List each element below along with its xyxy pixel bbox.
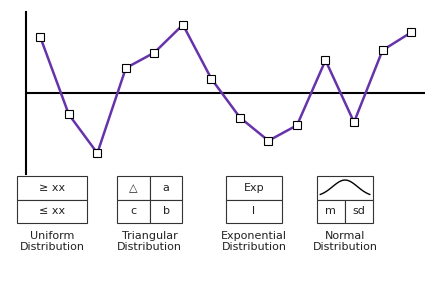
- Bar: [117, 200, 150, 223]
- Text: b: b: [162, 206, 170, 216]
- Bar: [226, 176, 282, 200]
- Text: Uniform
Distribution: Uniform Distribution: [20, 231, 85, 252]
- Bar: [317, 176, 373, 200]
- Text: Normal
Distribution: Normal Distribution: [312, 231, 378, 252]
- Text: a: a: [163, 183, 169, 193]
- Text: sd: sd: [353, 206, 365, 216]
- Text: Exp: Exp: [243, 183, 264, 193]
- Bar: [345, 200, 373, 223]
- Text: m: m: [326, 206, 336, 216]
- Text: Exponential
Distribution: Exponential Distribution: [221, 231, 287, 252]
- Text: l: l: [252, 206, 256, 216]
- Text: △: △: [129, 183, 138, 193]
- Bar: [150, 176, 182, 200]
- Bar: [226, 200, 282, 223]
- Bar: [317, 200, 345, 223]
- Text: c: c: [130, 206, 137, 216]
- Bar: [17, 200, 87, 223]
- Text: ≥ xx: ≥ xx: [39, 183, 65, 193]
- Text: ≤ xx: ≤ xx: [39, 206, 65, 216]
- Text: Triangular
Distribution: Triangular Distribution: [117, 231, 182, 252]
- Bar: [117, 176, 150, 200]
- Bar: [17, 176, 87, 200]
- Bar: [150, 200, 182, 223]
